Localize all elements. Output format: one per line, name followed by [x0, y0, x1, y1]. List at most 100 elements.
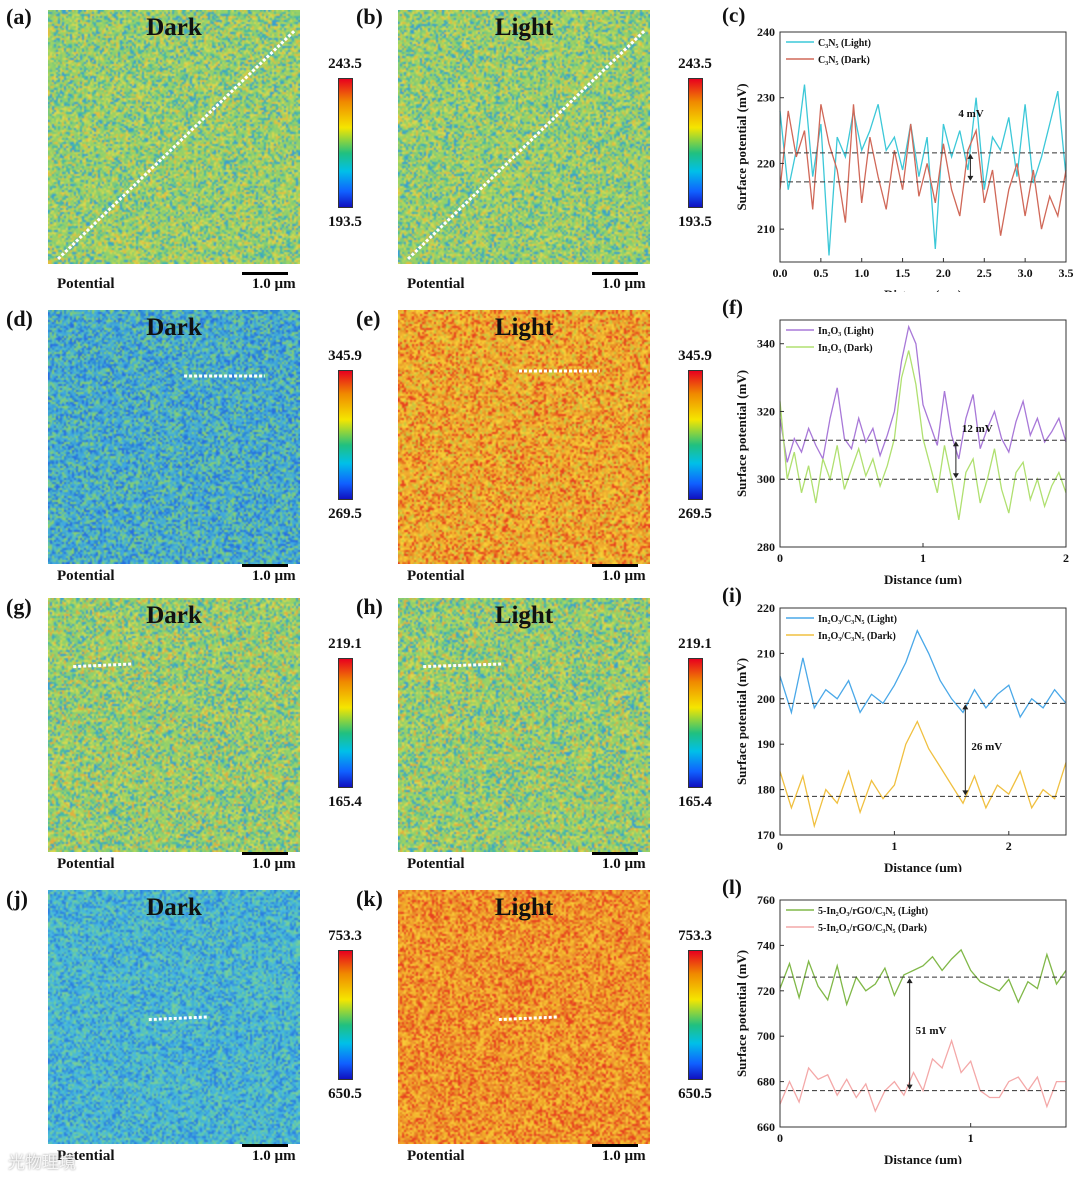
plot-frame — [779, 319, 1067, 548]
colorbar-max-label: 753.3 — [678, 928, 712, 944]
potential-map-image — [398, 598, 650, 852]
legend-entry: In₂O₃ (Dark) — [818, 343, 873, 354]
kpfm-potential-map: Light — [398, 598, 650, 852]
scale-bar-label: 1.0 µm — [602, 856, 646, 872]
y-tick-label: 210 — [757, 222, 775, 236]
chart-panel-label: (l) — [722, 875, 742, 899]
y-tick-label: 240 — [757, 25, 775, 39]
map-title: Dark — [146, 602, 202, 629]
y-tick-label: 220 — [757, 601, 775, 615]
line-chart: (l) 51 mV 660 680 700 720 740 760 0 1 Distance (µm… — [722, 872, 1080, 1167]
colorbar-min-label: 269.5 — [678, 506, 712, 522]
scan-line-overlay — [398, 310, 650, 564]
scale-bar-label: 1.0 µm — [252, 276, 296, 292]
series-line-light — [779, 948, 1067, 1007]
y-tick-label: 220 — [757, 156, 775, 170]
y-tick-label: 660 — [757, 1120, 775, 1134]
y-axis-label: Surface potential (mV) — [734, 83, 749, 210]
colorbar-max-label: 219.1 — [678, 636, 712, 652]
x-tick-label: 1 — [968, 1131, 974, 1145]
line-chart: (f) 12 mV 280 300 320 340 0 1 2 Distance (µm) Surf… — [722, 292, 1080, 587]
potential-map-image — [398, 310, 650, 564]
colorbar-max-label: 345.9 — [678, 348, 712, 364]
kpfm-potential-map: Dark — [48, 310, 300, 564]
colorbar — [688, 78, 703, 208]
scale-bar — [592, 1144, 638, 1147]
y-tick-label: 200 — [757, 692, 775, 706]
kpfm-potential-map: Light — [398, 890, 650, 1144]
chart-panel-label: (i) — [722, 583, 742, 607]
colorbar — [338, 950, 353, 1080]
colorbar — [688, 370, 703, 500]
y-axis-label: Surface potential (mV) — [734, 370, 749, 497]
colorbar-min-label: 269.5 — [328, 506, 362, 522]
y-tick-label: 760 — [757, 893, 775, 907]
plot-frame — [779, 899, 1067, 1128]
map-title: Dark — [146, 894, 202, 921]
scale-bar-label: 1.0 µm — [602, 568, 646, 584]
x-tick-label: 0 — [777, 839, 783, 853]
colorbar-max-label: 345.9 — [328, 348, 362, 364]
series-line-dark — [779, 350, 1067, 521]
series-line-dark — [779, 104, 1067, 236]
scale-bar-label: 1.0 µm — [252, 568, 296, 584]
map-footer-label: Potential — [57, 568, 115, 584]
line-chart: (i) 26 mV 170 180 190 200 210 220 0 1 2 Distance (µ… — [722, 580, 1080, 875]
kpfm-potential-map: Light — [398, 10, 650, 264]
map-footer-label: Potential — [407, 276, 465, 292]
map-footer-label: Potential — [57, 276, 115, 292]
panel-label: (a) — [6, 4, 32, 29]
x-axis-label: Distance (µm) — [884, 860, 962, 872]
y-tick-label: 210 — [757, 646, 775, 660]
legend-entry: C₃N₅ (Dark) — [818, 55, 870, 66]
series-line-light — [779, 324, 1067, 463]
scan-line-overlay — [48, 890, 300, 1144]
x-tick-label: 0 — [777, 1131, 783, 1145]
map-title: Dark — [146, 14, 202, 41]
legend-entry: 5-In₂O₃/rGO/C₃N₅ (Dark) — [818, 923, 927, 934]
panel-label: (b) — [356, 4, 383, 29]
colorbar — [338, 658, 353, 788]
scan-line-dashed — [408, 30, 645, 259]
difference-annotation: 51 mV — [916, 1025, 947, 1037]
panel-row: (a) Dark Potential 1.0 µm 243.5 193.5 (b) Light… — [0, 0, 1080, 302]
colorbar-min-label: 193.5 — [328, 214, 362, 230]
y-tick-label: 700 — [757, 1029, 775, 1043]
y-tick-label: 300 — [757, 472, 775, 486]
scale-bar — [242, 1144, 288, 1147]
y-tick-label: 170 — [757, 828, 775, 842]
colorbar-max-label: 219.1 — [328, 636, 362, 652]
potential-map-image — [398, 10, 650, 264]
scan-line-dashed — [149, 1017, 207, 1020]
difference-annotation: 4 mV — [958, 108, 983, 120]
potential-map-image — [48, 598, 300, 852]
y-tick-label: 180 — [757, 783, 775, 797]
scale-bar — [592, 564, 638, 567]
x-tick-label: 1.0 — [854, 266, 869, 280]
scale-bar-label: 1.0 µm — [252, 856, 296, 872]
x-tick-label: 2 — [1006, 839, 1012, 853]
panel-label: (h) — [356, 594, 383, 619]
colorbar — [338, 78, 353, 208]
colorbar — [688, 950, 703, 1080]
scale-bar — [242, 564, 288, 567]
colorbar-min-label: 650.5 — [678, 1086, 712, 1102]
scan-line-dashed — [423, 664, 501, 667]
x-tick-label: 0.0 — [773, 266, 788, 280]
map-footer-label: Potential — [407, 856, 465, 872]
series-line-dark — [779, 719, 1067, 829]
scale-bar-label: 1.0 µm — [252, 1148, 296, 1164]
chart-panel-label: (c) — [722, 3, 745, 27]
series-line-dark — [779, 1038, 1066, 1113]
panel-label: (e) — [356, 306, 381, 331]
legend-entry: In₂O₃ (Light) — [818, 326, 874, 337]
colorbar — [688, 658, 703, 788]
legend-entry: C₃N₅ (Light) — [818, 38, 871, 49]
plot-frame — [779, 607, 1067, 836]
scale-bar-label: 1.0 µm — [602, 276, 646, 292]
colorbar-min-label: 165.4 — [328, 794, 362, 810]
scan-line-overlay — [48, 598, 300, 852]
map-title: Light — [494, 602, 554, 629]
colorbar-max-label: 243.5 — [328, 56, 362, 72]
legend-entry: 5-In₂O₃/rGO/C₃N₅ (Light) — [818, 906, 928, 917]
